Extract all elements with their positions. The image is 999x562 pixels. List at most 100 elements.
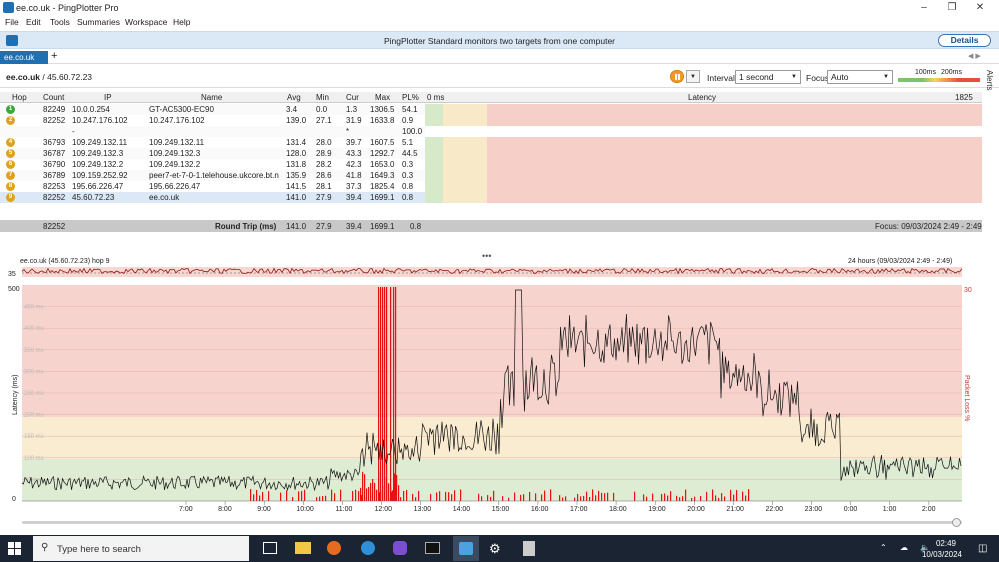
latency-bar-cell	[425, 148, 982, 159]
edge-icon[interactable]	[361, 541, 375, 555]
col-avg[interactable]: Avg	[287, 93, 301, 102]
windows-start-icon[interactable]	[8, 542, 21, 555]
settings-icon[interactable]: ⚙	[489, 541, 501, 556]
col-name[interactable]: Name	[201, 93, 223, 102]
col-min[interactable]: Min	[316, 93, 329, 102]
file-explorer-icon[interactable]	[295, 542, 311, 554]
packet-loss-bar	[376, 489, 378, 501]
packet-loss-bar	[733, 494, 735, 501]
menu-summaries[interactable]: Summaries	[77, 17, 120, 27]
menu-help[interactable]: Help	[173, 17, 191, 27]
col-hop[interactable]: Hop	[12, 93, 27, 102]
pause-dropdown-icon[interactable]: ▼	[686, 70, 700, 83]
timeline-scrollbar[interactable]	[22, 521, 962, 524]
pause-button[interactable]	[670, 70, 684, 83]
clock-time[interactable]: 02:49	[935, 539, 957, 548]
table-row[interactable]: 9 82252 45.60.72.23 ee.co.uk 141.0 27.9 39.4 16…	[0, 192, 982, 203]
grid-label: 300 ms	[24, 369, 44, 375]
menu-workspace[interactable]: Workspace	[125, 17, 168, 27]
graph-range[interactable]: 24 hours (09/03/2024 2:49 - 2:49)	[848, 258, 953, 265]
x-tick-label: 18:00	[609, 506, 627, 513]
packet-loss-bar	[646, 496, 648, 501]
x-tick-label: 0:00	[844, 506, 858, 513]
table-row[interactable]: 1 82249 10.0.0.254 GT-AC5300-EC90 3.4 0.0 1.3 1…	[0, 104, 982, 115]
cell-min: 0.0	[316, 105, 328, 114]
menu-edit[interactable]: Edit	[26, 17, 41, 27]
packet-loss-bar	[391, 491, 393, 501]
table-row[interactable]: 8 82253 195.66.226.47 195.66.226.47 141.5 28.…	[0, 181, 982, 192]
chevron-up-icon[interactable]: ⌃	[880, 543, 887, 552]
packet-loss-bar	[718, 497, 720, 501]
details-button[interactable]: Details	[938, 34, 991, 47]
cell-count: 36793	[43, 138, 66, 147]
cell-min: 28.2	[316, 160, 332, 169]
latency-green-zone	[425, 137, 443, 148]
alerts-side-tab[interactable]: Alerts	[985, 70, 994, 91]
col-latency[interactable]: Latency	[688, 93, 717, 102]
packet-loss-bar	[487, 495, 489, 501]
pingplotter-taskbar-button[interactable]	[453, 536, 479, 561]
col-count[interactable]: Count	[43, 93, 65, 102]
terminal-icon[interactable]	[425, 542, 440, 554]
timeline-graph[interactable]: 35 450 ms 400 ms 350 ms 300 ms 250 ms 200 ms 1…	[0, 265, 980, 515]
cell-count: 82252	[43, 193, 66, 202]
packet-loss-bar	[406, 489, 408, 501]
packet-loss-bar	[598, 490, 600, 501]
col-max[interactable]: Max	[375, 93, 391, 102]
network-icon[interactable]: ☁	[900, 543, 908, 552]
interval-select[interactable]: 1 second ▼	[735, 70, 801, 84]
minimize-icon[interactable]: –	[921, 2, 927, 13]
cell-pl: 0.3	[402, 160, 414, 169]
table-row[interactable]: - * 100.0	[0, 126, 982, 137]
cell-max: 1653.0	[370, 160, 395, 169]
close-icon[interactable]: ✕	[975, 2, 985, 13]
packet-loss-bar	[694, 496, 696, 501]
cell-pl: 54.1	[402, 105, 418, 114]
clock-date[interactable]: 10/03/2024	[921, 550, 963, 559]
add-tab-icon[interactable]: +	[51, 50, 58, 62]
packet-loss-bar	[259, 495, 261, 501]
x-tick-label: 12:00	[375, 506, 393, 513]
latency-color-scale[interactable]	[898, 78, 980, 82]
packet-loss-bar	[478, 493, 480, 501]
tab-ee-co-uk[interactable]: ee.co.uk	[0, 51, 48, 64]
firefox-icon[interactable]	[327, 541, 341, 555]
packet-loss-bar	[634, 491, 636, 501]
col-pl[interactable]: PL%	[402, 93, 419, 102]
table-row[interactable]: 5 36787 109.249.132.3 109.249.132.3 128.0 28.…	[0, 148, 982, 159]
packet-loss-bar	[601, 492, 603, 501]
focus-select[interactable]: Auto ▼	[827, 70, 893, 84]
splitter-handle-icon[interactable]: •••	[482, 251, 492, 261]
task-view-icon[interactable]	[263, 542, 277, 554]
packet-loss-bar	[580, 496, 582, 501]
tab-scroll-icon[interactable]: ◀ ▶	[968, 53, 981, 60]
packet-loss-bar	[577, 493, 579, 501]
menu-tools[interactable]: Tools	[50, 17, 70, 27]
cell-count: 36787	[43, 149, 66, 158]
table-row[interactable]: 6 36790 109.249.132.2 109.249.132.2 131.8 28.…	[0, 159, 982, 170]
packet-loss-bar	[390, 287, 392, 501]
table-row[interactable]: 2 82252 10.247.176.102 10.247.176.102 139.0 2…	[0, 115, 982, 126]
cell-cur: 1.3	[346, 105, 358, 114]
maximize-icon[interactable]: ❐	[947, 2, 957, 13]
grid-label: 450 ms	[24, 305, 44, 311]
packet-loss-bar	[490, 496, 492, 501]
hop-badge: 8	[6, 182, 15, 191]
menu-file[interactable]: File	[5, 17, 19, 27]
table-row[interactable]: 7 36789 109.159.252.92 peer7-et-7-0-1.teleh…	[0, 170, 982, 181]
timeline-scroll-thumb[interactable]	[952, 518, 961, 527]
windows-taskbar: ⚲ Type here to search ⚙ ⌃ ☁ 🔈 02:49 10/0…	[0, 535, 999, 562]
taskbar-search-box[interactable]: ⚲ Type here to search	[33, 536, 249, 561]
latency-bar-cell	[425, 181, 982, 192]
table-row[interactable]: 4 36793 109.249.132.11 109.249.132.11 131.4 2…	[0, 137, 982, 148]
packet-loss-bar	[685, 489, 687, 501]
col-zero-ms: 0 ms	[427, 93, 445, 102]
x-tick-label: 17:00	[570, 506, 588, 513]
col-ip[interactable]: IP	[104, 93, 112, 102]
calculator-icon[interactable]	[523, 541, 535, 556]
volume-icon[interactable]: 🔈	[920, 543, 930, 552]
app-icon[interactable]	[393, 541, 407, 555]
notification-icon[interactable]: ◫	[978, 543, 988, 554]
cell-cur: 42.3	[346, 160, 362, 169]
col-cur[interactable]: Cur	[346, 93, 359, 102]
